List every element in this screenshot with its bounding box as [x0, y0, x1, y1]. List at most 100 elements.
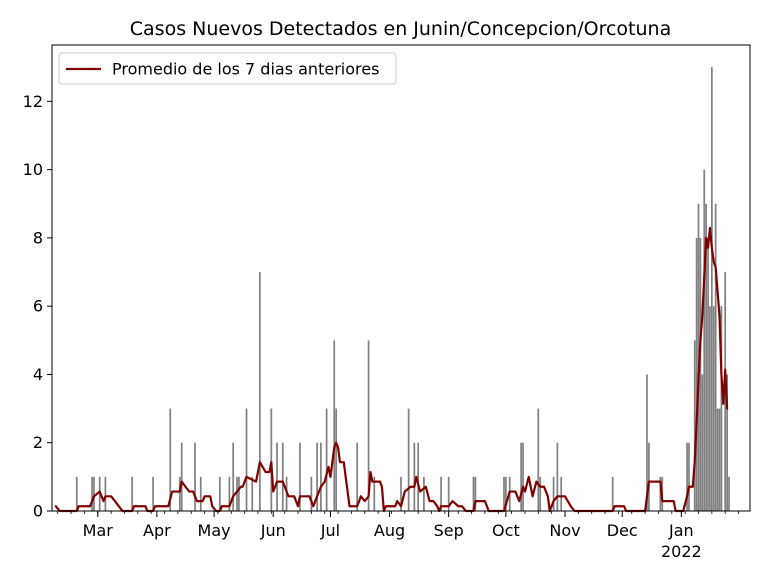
bar	[726, 374, 728, 511]
bar	[131, 476, 133, 511]
bar	[440, 476, 442, 511]
y-tick-label: 12	[23, 92, 43, 111]
bar	[194, 442, 196, 511]
bar	[228, 476, 231, 511]
plot-frame	[51, 44, 751, 512]
bar	[335, 408, 338, 511]
bar	[417, 442, 420, 511]
bar	[701, 374, 704, 511]
y-tick-label: 8	[33, 228, 43, 247]
x-tick-label: Mar	[83, 521, 114, 540]
bar	[93, 476, 95, 511]
bar	[659, 476, 662, 511]
bar	[238, 476, 240, 511]
bar	[104, 476, 107, 511]
y-axis: 0 2 4 6 8 10 12	[23, 92, 52, 521]
bar	[413, 442, 416, 511]
bar	[703, 169, 706, 512]
bar	[728, 476, 730, 511]
bar	[276, 442, 278, 511]
bar	[259, 272, 261, 511]
bar	[503, 476, 505, 511]
y-tick-label: 2	[33, 433, 43, 452]
bar	[400, 476, 402, 511]
bar	[688, 442, 690, 511]
x-tick-year-label: 2022	[661, 542, 702, 561]
bar-series	[75, 67, 730, 512]
x-tick-label: Jul	[320, 521, 340, 540]
bar	[180, 442, 183, 511]
bar	[505, 476, 507, 511]
chart-title: Casos Nuevos Detectados en Junin/Concepc…	[130, 18, 671, 40]
bar	[707, 237, 709, 511]
bar	[699, 237, 702, 511]
bar	[320, 442, 322, 511]
bar	[232, 442, 235, 511]
bar	[333, 340, 336, 511]
bar	[537, 408, 540, 511]
bar	[373, 476, 376, 511]
x-tick-label: Jun	[260, 521, 286, 540]
bar	[714, 203, 717, 511]
bar	[648, 442, 650, 511]
x-tick-label: Oct	[492, 521, 520, 540]
bar	[169, 408, 172, 511]
bar	[556, 442, 559, 511]
bar	[423, 476, 425, 511]
y-tick-label: 0	[33, 502, 43, 521]
bar	[316, 442, 318, 511]
bar	[199, 476, 202, 511]
bar	[716, 408, 719, 511]
bar	[245, 408, 248, 511]
bar	[712, 306, 715, 511]
bar	[75, 476, 78, 511]
bar	[560, 476, 563, 511]
x-tick-label: Sep	[434, 521, 464, 540]
bar	[472, 476, 475, 511]
bar	[152, 476, 154, 511]
x-tick-label: Jan	[668, 521, 694, 540]
bar	[646, 374, 648, 511]
bar	[178, 476, 181, 511]
bar	[270, 408, 273, 511]
bar	[522, 442, 524, 511]
bar	[695, 237, 698, 511]
legend: Promedio de los 7 dias anteriores	[58, 52, 397, 85]
bar	[310, 476, 313, 511]
legend-label: Promedio de los 7 dias anteriores	[112, 60, 379, 79]
bar	[251, 476, 254, 511]
x-tick-label: May	[198, 521, 231, 540]
y-tick-label: 10	[23, 160, 43, 179]
bar	[281, 442, 284, 511]
bar	[693, 340, 696, 511]
y-tick-label: 4	[33, 365, 43, 384]
bar	[91, 476, 93, 511]
y-tick-label: 6	[33, 297, 43, 316]
bar	[520, 442, 523, 511]
bar	[474, 476, 477, 511]
bar	[686, 442, 688, 511]
bar	[299, 442, 301, 511]
bar	[552, 476, 555, 511]
bar	[218, 476, 221, 511]
x-tick-label: Dec	[607, 521, 638, 540]
bar	[711, 67, 713, 511]
x-axis: Mar Apr May Jun Jul Aug Sep Oct Nov Dec Jan 2022	[57, 511, 739, 561]
bar	[356, 442, 358, 511]
x-tick-label: Nov	[549, 521, 580, 540]
bar	[709, 306, 711, 511]
bar	[367, 340, 370, 511]
bar	[720, 306, 723, 511]
bar	[236, 476, 238, 511]
x-tick-label: Apr	[143, 521, 171, 540]
bar	[447, 476, 450, 511]
bar	[539, 476, 542, 511]
legend-box	[58, 52, 397, 85]
x-tick-label: Aug	[374, 521, 405, 540]
bar	[325, 408, 328, 511]
bar	[611, 476, 614, 511]
bar	[407, 408, 410, 511]
bar	[718, 408, 721, 511]
